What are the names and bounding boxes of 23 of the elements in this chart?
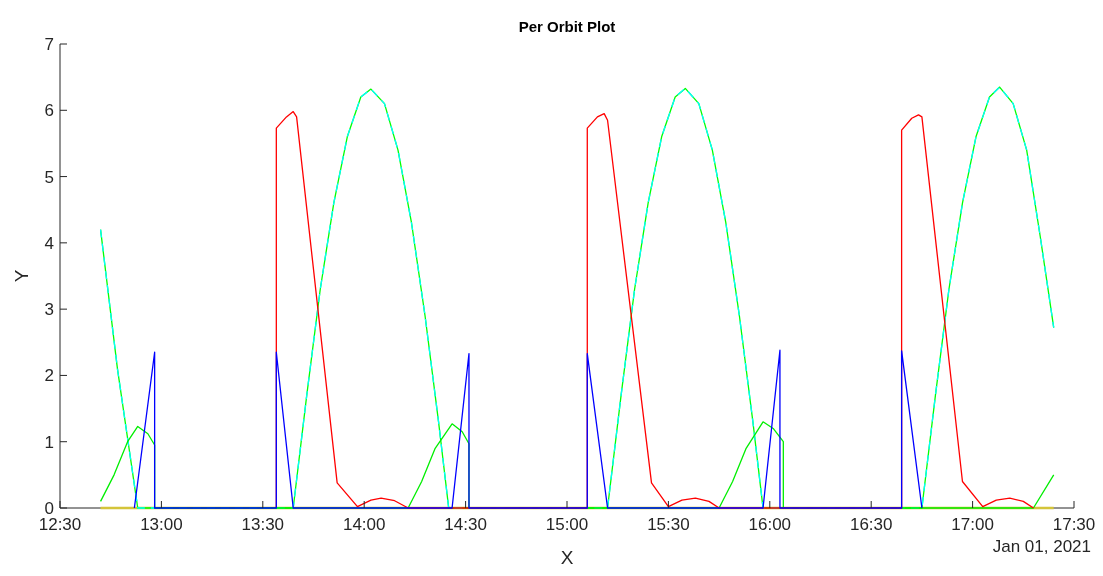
text: Jan 01, 2021	[992, 537, 1091, 556]
y-tick-label: 3	[44, 300, 54, 320]
x-axis-title: X	[560, 547, 574, 568]
x-tick-label: 16:30	[849, 515, 893, 534]
x-tick-label: 14:00	[342, 515, 386, 534]
x-tick-label: 12:30	[38, 515, 82, 534]
x-tick-label: 15:00	[545, 515, 589, 534]
chart-title: Per Orbit Plot	[518, 18, 616, 35]
y-tick-label: 0	[44, 498, 54, 518]
y-tick-label: 7	[44, 34, 54, 54]
x-tick-label: 17:00	[951, 515, 994, 534]
x-tick-label: 13:30	[241, 515, 285, 534]
y-tick-label: 2	[44, 366, 54, 386]
y-tick-label: 1	[44, 432, 54, 452]
x-tick-label: 14:30	[444, 515, 487, 534]
x-tick-label: 13:00	[140, 515, 183, 534]
x-tick-label: 16:00	[748, 515, 792, 534]
y-tick-label: 4	[44, 233, 54, 253]
x-tick-label: 15:30	[647, 515, 690, 534]
y-axis-title: Y	[11, 269, 32, 283]
y-tick-label: 6	[44, 101, 54, 121]
y-tick-label: 5	[44, 167, 54, 187]
x-tick-label: 17:30	[1052, 515, 1096, 534]
